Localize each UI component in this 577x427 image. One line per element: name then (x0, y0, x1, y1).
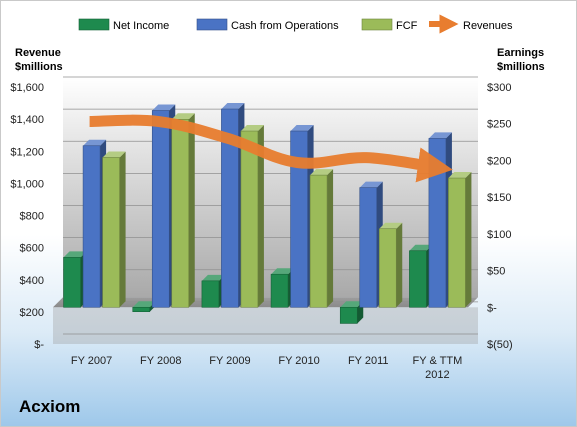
bar-face (132, 306, 151, 312)
bar-top (271, 268, 295, 275)
bar-fcf-fy-2008 (171, 113, 195, 308)
bar-face (448, 177, 466, 308)
legend-item-fcf: FCF (361, 18, 418, 32)
legend-item-net-income: Net Income (78, 18, 169, 32)
x-tick-label: FY & TTM 2012 (413, 355, 463, 381)
bar-face (339, 306, 358, 324)
legend: Net Income Cash from Operations FCF Revenue… (78, 14, 513, 34)
bar-side (257, 125, 264, 308)
bar-fcf-fy-2007 (102, 151, 126, 308)
bar-top (221, 103, 245, 110)
bar-face (221, 108, 239, 308)
plot-lower-wall (53, 307, 478, 344)
bar-face (359, 187, 378, 308)
right-tick-label: $250 (487, 119, 511, 131)
bar-face (171, 119, 190, 308)
bar-side (465, 172, 472, 308)
legend-label: Net Income (113, 20, 169, 32)
bar-face (102, 157, 120, 308)
left-tick-label: $1,200 (10, 146, 44, 158)
right-tick-label: $- (487, 302, 497, 314)
right-tick-label: $300 (487, 82, 511, 94)
x-tick-label: FY 2009 (209, 355, 250, 367)
bar-top (63, 251, 87, 258)
bar-face (240, 130, 259, 308)
left-tick-label: $1,400 (10, 114, 44, 126)
x-tick-label: FY 2011 (348, 355, 389, 367)
bar-top (310, 169, 334, 176)
left-tick-label: $1,000 (10, 178, 44, 190)
right-tick-label: $200 (487, 155, 511, 167)
legend-label: Cash from Operations (231, 20, 339, 32)
bar-top (201, 274, 225, 281)
bars-group (63, 103, 472, 324)
bar-face (270, 273, 289, 308)
left-tick-label: $1,600 (10, 82, 44, 94)
legend-swatch (78, 18, 110, 31)
left-tick-label: $200 (20, 307, 44, 319)
bar-side (119, 151, 126, 308)
bar-face (378, 228, 397, 308)
legend-swatch (361, 18, 393, 31)
bar-top (240, 125, 264, 132)
revenue-line-group (89, 114, 453, 183)
x-tick-label: FY 2007 (71, 355, 112, 367)
left-axis-title: Revenue $millions (15, 47, 63, 73)
bar-face (290, 130, 308, 308)
left-tick-label: $- (34, 339, 44, 351)
right-axis-title: Earnings $millions (497, 47, 545, 73)
right-tick-label: $(50) (487, 339, 513, 351)
right-tick-label: $50 (487, 266, 505, 278)
bar-net-income-fy-2011 (339, 301, 364, 324)
left-tick-label: $400 (20, 275, 44, 287)
axes-group: $- $200 $400 $600 $800 $1,000 $1,200 $1,400 $1,6… (10, 47, 544, 381)
bar-top (102, 151, 126, 158)
bar-top (132, 301, 156, 308)
bar-face (409, 250, 427, 308)
bar-top (448, 172, 472, 179)
bar-top (171, 113, 195, 120)
legend-item-revenues: Revenues (429, 14, 513, 34)
bar-top (290, 125, 314, 132)
legend-item-cash-from-operations: Cash from Operations (196, 18, 339, 32)
bar-net-income-fy-2008 (132, 301, 156, 312)
left-tick-label: $600 (20, 243, 44, 255)
legend-label: FCF (396, 20, 418, 32)
revenue-line (89, 114, 453, 183)
legend-swatch (196, 18, 228, 31)
bar-top (409, 244, 433, 251)
gridlines (63, 76, 478, 335)
bar-top (340, 301, 364, 308)
plot-background (53, 77, 478, 344)
bar-top (379, 222, 403, 229)
bar-fcf-fy-2010 (309, 169, 334, 308)
bar-top (359, 181, 383, 188)
bar-face (63, 257, 81, 308)
bar-side (327, 169, 334, 308)
company-name: Acxiom (19, 397, 81, 416)
bar-side (188, 113, 195, 308)
bar-top (428, 132, 452, 139)
bar-top (83, 139, 107, 146)
left-tick-label: $800 (20, 211, 44, 223)
bar-face (309, 174, 328, 308)
bar-fcf-fy-2009 (240, 125, 264, 308)
bar-top (152, 104, 176, 111)
bar-side (396, 222, 403, 308)
bar-net-income-fy-ttm-2012 (409, 244, 433, 308)
bar-fcf-fy-2011 (378, 222, 403, 308)
bar-face (82, 145, 101, 308)
x-tick-label: FY 2008 (140, 355, 181, 367)
plot-wall (63, 77, 478, 298)
right-tick-label: $150 (487, 192, 511, 204)
bar-fcf-fy-ttm-2012 (448, 172, 472, 308)
right-tick-label: $100 (487, 229, 511, 241)
x-tick-label: FY 2010 (278, 355, 319, 367)
bar-face (201, 280, 220, 308)
legend-label: Revenues (463, 20, 513, 32)
bar-face (151, 110, 170, 308)
